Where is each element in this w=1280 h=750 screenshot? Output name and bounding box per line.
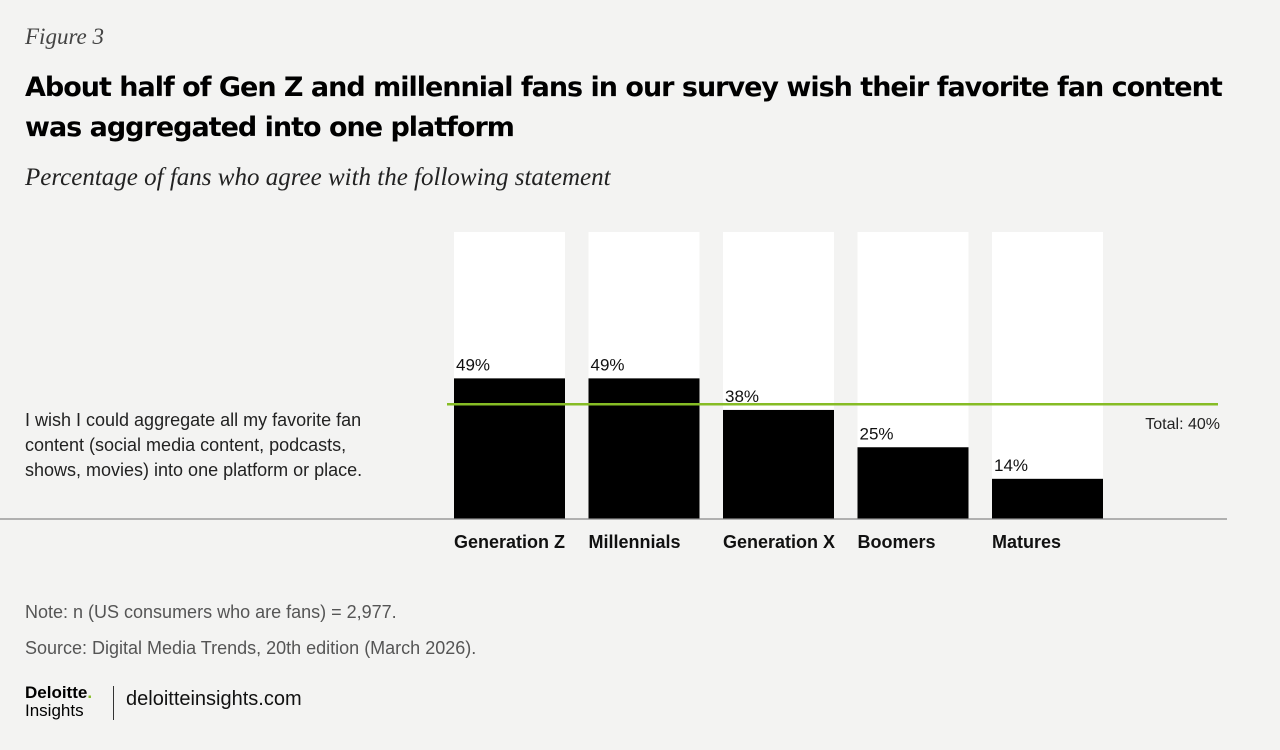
bar-value-label: 38% (725, 387, 759, 406)
logo-divider (113, 686, 114, 720)
bar-chart: 49% Generation Z 49% Millennials 38% Generati… (0, 232, 1227, 552)
bar-value-label: 49% (591, 355, 625, 374)
bar-value-label: 49% (456, 355, 490, 374)
bar-track (992, 232, 1103, 519)
site-url: deloitteinsights.com (126, 688, 302, 710)
logo-brand: Deloitte (25, 683, 88, 702)
sample-note: Note: n (US consumers who are fans) = 2,… (25, 602, 397, 622)
logo-sub: Insights (25, 701, 84, 720)
chart-title: About half of Gen Z and millennial fans … (25, 72, 1223, 143)
bar (857, 447, 969, 519)
bar (723, 409, 834, 519)
survey-statement: I wish I could aggregate all my favorite… (25, 410, 363, 480)
logo-dot: . (87, 683, 93, 702)
deloitte-logo: Deloitte. Insights (25, 684, 92, 720)
total-reference-label: Total: 40% (1145, 416, 1220, 433)
source-note: Source: Digital Media Trends, 20th editi… (25, 638, 477, 658)
bar (588, 378, 700, 519)
category-label: Generation Z (454, 532, 565, 552)
bar (454, 378, 565, 519)
category-label: Boomers (858, 532, 936, 552)
category-label: Millennials (589, 532, 681, 552)
figure-label: Figure 3 (25, 24, 104, 49)
bar-value-label: 25% (860, 424, 894, 443)
category-label: Generation X (723, 532, 835, 552)
category-label: Matures (992, 532, 1061, 552)
bar (992, 478, 1103, 519)
chart-subtitle: Percentage of fans who agree with the fo… (25, 164, 611, 191)
bar-value-label: 14% (994, 456, 1028, 475)
